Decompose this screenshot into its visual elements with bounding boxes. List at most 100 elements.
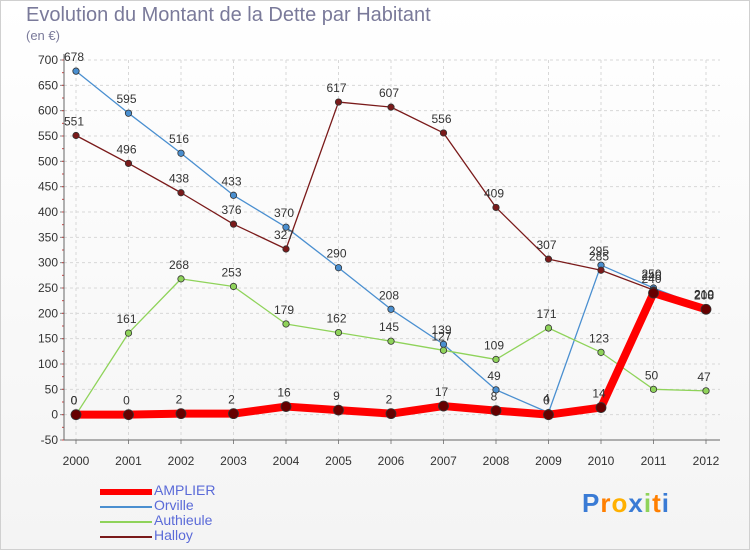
data-point-halloy [124, 159, 133, 167]
data-label-authieule: 171 [536, 307, 556, 321]
data-point-orville [492, 386, 500, 394]
data-label-halloy: 376 [221, 203, 241, 217]
chart-title: Evolution du Montant de la Dette par Hab… [26, 4, 431, 26]
data-point-authieule [544, 324, 553, 332]
data-point-orville [124, 109, 133, 117]
data-point-orville [282, 223, 290, 231]
legend-swatch [100, 506, 152, 508]
data-label-amplier: 0 [123, 394, 130, 408]
data-label-amplier: 240 [641, 272, 661, 286]
data-label-orville: 516 [169, 132, 189, 146]
data-label-halloy: 438 [169, 172, 189, 186]
data-label-halloy: 556 [431, 112, 451, 126]
data-point-halloy [544, 255, 553, 263]
data-point-amplier [175, 408, 187, 420]
data-point-halloy [177, 189, 185, 197]
data-label-orville: 210 [694, 287, 714, 301]
data-point-authieule [124, 329, 133, 337]
data-label-orville: 139 [431, 323, 451, 337]
axes: -500501001502002503003504004505005506006… [38, 53, 720, 468]
data-label-amplier: 9 [333, 389, 340, 403]
chart-subtitle: (en €) [26, 28, 60, 43]
y-tick-label: 200 [38, 306, 58, 320]
x-tick-label: 2010 [588, 454, 615, 468]
data-point-amplier [70, 409, 82, 421]
y-tick-label: 650 [38, 78, 58, 92]
legend-label: Orville [154, 497, 194, 513]
data-label-orville: 295 [589, 244, 609, 258]
data-label-orville: 250 [641, 267, 661, 281]
data-point-orville [229, 191, 238, 199]
data-label-authieule: 145 [379, 320, 399, 334]
data-label-amplier: 16 [277, 386, 291, 400]
data-label-amplier: 17 [435, 385, 449, 399]
data-point-orville [72, 67, 80, 75]
y-tick-label: 400 [38, 205, 58, 219]
data-point-amplier [648, 287, 659, 299]
y-tick-label: 500 [38, 154, 58, 168]
x-tick-label: 2006 [378, 454, 405, 468]
data-point-halloy [492, 203, 500, 212]
data-label-halloy: 285 [589, 249, 609, 263]
data-point-amplier [490, 405, 502, 417]
data-point-halloy [597, 266, 605, 274]
y-tick-label: 50 [45, 382, 59, 396]
data-label-orville: 290 [326, 247, 346, 261]
data-label-halloy: 307 [536, 238, 556, 252]
data-label-halloy: 551 [64, 114, 84, 128]
legend-label: Halloy [154, 527, 193, 543]
data-label-halloy: 246 [641, 269, 661, 283]
legend-swatch [100, 536, 152, 538]
data-label-halloy: 496 [116, 142, 136, 156]
data-label-authieule: 127 [431, 329, 451, 343]
data-label-orville: 678 [64, 50, 84, 64]
legend-label: AMPLIER [154, 482, 216, 498]
data-labels: 0 0 2 2 16 9 2 17 8 0 14 240 208 678 595 516 433 370 290 20… [64, 50, 714, 408]
data-label-orville: 49 [487, 369, 501, 383]
data-point-authieule [282, 320, 290, 328]
data-point-halloy [72, 131, 80, 140]
data-point-halloy [439, 129, 448, 137]
x-tick-label: 2012 [693, 454, 720, 468]
y-tick-label: 700 [38, 53, 58, 67]
data-point-amplier [123, 409, 134, 421]
y-tick-label: 150 [38, 332, 58, 346]
data-point-authieule [387, 337, 395, 345]
x-tick-label: 2011 [641, 454, 667, 468]
y-tick-label: -50 [41, 433, 59, 447]
data-point-authieule [649, 385, 658, 393]
proxiti-logo: Proxiti [582, 488, 670, 518]
data-label-halloy: 607 [379, 86, 399, 100]
y-tick-label: 550 [38, 129, 58, 143]
data-label-authieule: 253 [221, 265, 241, 279]
x-tick-label: 2008 [483, 454, 510, 468]
x-tick-label: 2000 [63, 454, 90, 468]
x-tick-label: 2004 [273, 454, 300, 468]
legend-swatch [100, 521, 152, 523]
data-label-amplier: 2 [386, 393, 393, 407]
legend-label: Authieule [154, 512, 213, 528]
y-tick-label: 300 [38, 256, 58, 270]
data-label-authieule: 161 [116, 312, 136, 326]
y-tick-label: 100 [38, 357, 58, 371]
data-point-amplier [385, 408, 397, 420]
data-label-halloy: 617 [326, 81, 346, 95]
data-point-orville [334, 264, 343, 272]
y-tick-label: 0 [51, 408, 58, 422]
x-tick-label: 2005 [325, 454, 352, 468]
data-label-authieule: 268 [169, 258, 189, 272]
y-tick-label: 350 [38, 230, 58, 244]
data-point-authieule [702, 387, 710, 395]
data-label-halloy: 327 [274, 228, 294, 242]
data-label-orville: 595 [116, 92, 136, 106]
data-label-authieule: 162 [326, 312, 346, 326]
data-label-authieule: 109 [484, 338, 504, 352]
series-lines [70, 67, 712, 421]
x-tick-label: 2001 [115, 454, 142, 468]
data-label-halloy: 210 [694, 287, 714, 301]
data-label-authieule: 0 [71, 394, 78, 408]
data-label-authieule: 123 [589, 331, 609, 345]
data-label-amplier: 0 [543, 394, 550, 408]
data-point-amplier [438, 400, 449, 412]
